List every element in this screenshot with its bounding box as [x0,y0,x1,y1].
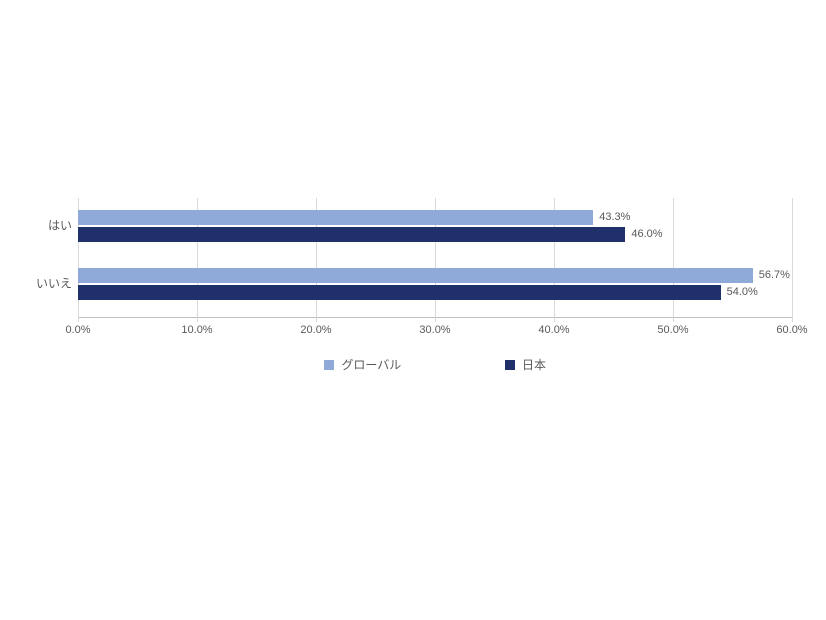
bar-value-label: 46.0% [631,228,662,240]
x-tick-label: 30.0% [419,324,450,336]
bar-japan-yes [78,227,625,242]
x-gridline [792,198,793,322]
legend-item-global: グローバル [324,356,401,373]
bar-chart: はい 43.3% 46.0% いいえ 56.7% 54.0% 0.0% 10.0… [30,198,800,388]
x-tick-label: 40.0% [538,324,569,336]
bar-global-yes [78,210,593,225]
x-tick-label: 0.0% [65,324,90,336]
x-tick-label: 10.0% [181,324,212,336]
plot-area: はい 43.3% 46.0% いいえ 56.7% 54.0% [78,198,792,318]
legend-swatch [324,360,334,370]
x-tick-label: 60.0% [776,324,807,336]
x-gridline [673,198,674,322]
category-label: いいえ [36,275,72,292]
bar-value-label: 43.3% [599,211,630,223]
bar-value-label: 56.7% [759,269,790,281]
legend-label: 日本 [522,358,546,372]
legend: グローバル 日本 [78,356,792,373]
legend-swatch [505,360,515,370]
legend-label: グローバル [341,358,401,372]
bar-value-label: 54.0% [727,286,758,298]
bar-japan-no [78,285,721,300]
bar-global-no [78,268,753,283]
x-tick-label: 20.0% [300,324,331,336]
x-tick-label: 50.0% [657,324,688,336]
legend-item-japan: 日本 [505,356,546,373]
category-label: はい [48,217,72,234]
